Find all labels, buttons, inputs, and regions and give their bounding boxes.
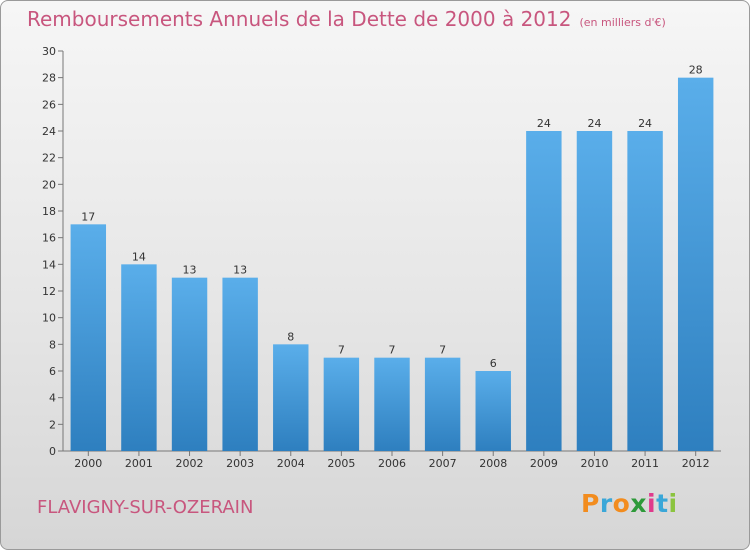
logo-letter: P <box>581 489 600 518</box>
x-tick-label-2002: 2002 <box>176 457 204 470</box>
bar-2008 <box>475 371 511 451</box>
bar-2005 <box>323 357 360 451</box>
value-label-2005: 7 <box>338 344 345 357</box>
chart-title: Remboursements Annuels de la Dette de 20… <box>27 7 666 31</box>
bar-2011 <box>627 131 663 451</box>
value-label-2000: 17 <box>81 210 95 223</box>
x-tick-label-2005: 2005 <box>327 457 355 470</box>
bar-2000 <box>70 224 107 451</box>
y-tick-label: 14 <box>42 258 56 271</box>
logo-letter: i <box>647 489 657 518</box>
value-label-2010: 24 <box>587 117 601 130</box>
y-tick-label: 30 <box>42 45 56 58</box>
place-name: FLAVIGNY-SUR-OZERAIN <box>37 497 254 518</box>
x-tick-label-2006: 2006 <box>378 457 406 470</box>
y-tick-label: 2 <box>49 418 56 431</box>
bar-2003 <box>222 277 258 451</box>
bar-2006 <box>374 357 410 451</box>
bar-2004 <box>273 344 309 451</box>
x-tick-label-2008: 2008 <box>479 457 507 470</box>
logo-letter: o <box>612 489 631 518</box>
x-tick-label-2000: 2000 <box>74 457 102 470</box>
y-tick-label: 26 <box>42 98 56 111</box>
value-label-2003: 13 <box>233 264 247 277</box>
y-tick-label: 22 <box>42 152 56 165</box>
logo-letter: i <box>668 489 678 518</box>
x-tick-label-2003: 2003 <box>226 457 254 470</box>
y-tick-label: 10 <box>42 312 56 325</box>
y-tick-label: 18 <box>42 205 56 218</box>
value-label-2006: 7 <box>389 344 396 357</box>
y-tick-label: 28 <box>42 72 56 85</box>
title-text: Remboursements Annuels de la Dette de 20… <box>27 7 572 31</box>
logo-letter: x <box>630 489 647 518</box>
y-tick-label: 16 <box>42 232 56 245</box>
x-tick-label-2010: 2010 <box>580 457 608 470</box>
bar-2002 <box>171 277 208 451</box>
y-tick-label: 20 <box>42 178 56 191</box>
x-tick-label-2004: 2004 <box>277 457 305 470</box>
bar-2009 <box>526 131 562 451</box>
value-label-2001: 14 <box>132 250 146 263</box>
x-tick-label-2012: 2012 <box>682 457 710 470</box>
logo-letter: t <box>656 489 669 518</box>
value-label-2007: 7 <box>439 344 446 357</box>
y-tick-label: 24 <box>42 125 56 138</box>
x-tick-label-2007: 2007 <box>429 457 457 470</box>
value-label-2009: 24 <box>537 117 551 130</box>
logo-letter: r <box>599 489 613 518</box>
value-label-2012: 28 <box>689 64 703 77</box>
y-tick-label: 4 <box>49 392 56 405</box>
value-label-2008: 6 <box>490 357 497 370</box>
value-label-2011: 24 <box>638 117 652 130</box>
bar-2007 <box>424 357 461 451</box>
y-tick-label: 8 <box>49 338 56 351</box>
bar-2001 <box>121 264 157 451</box>
bar-2010 <box>576 131 613 451</box>
x-tick-label-2009: 2009 <box>530 457 558 470</box>
proxiti-logo[interactable]: Proxiti <box>581 489 678 518</box>
x-tick-label-2001: 2001 <box>125 457 153 470</box>
value-label-2002: 13 <box>183 264 197 277</box>
value-label-2004: 8 <box>287 330 294 343</box>
y-tick-label: 6 <box>49 365 56 378</box>
bar-2012 <box>677 77 714 452</box>
y-tick-label: 12 <box>42 285 56 298</box>
x-tick-label-2011: 2011 <box>631 457 659 470</box>
title-unit: (en milliers d'€) <box>579 16 666 29</box>
y-tick-label: 0 <box>49 445 56 458</box>
